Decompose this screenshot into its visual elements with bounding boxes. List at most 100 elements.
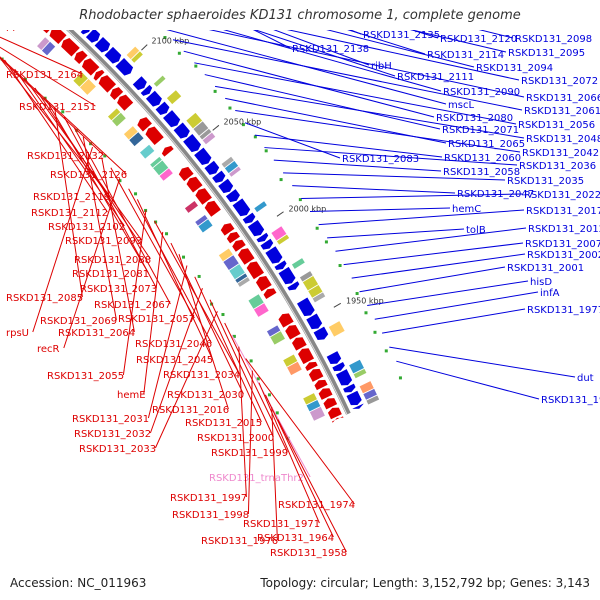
gene-arrow-plus — [104, 46, 122, 64]
label-leader-plus — [301, 193, 523, 200]
gene-label-plus: RSKD131_2002 — [527, 250, 600, 261]
gene-label-plus: RSKD131_2138 — [292, 44, 369, 55]
cog-band-minus — [287, 361, 302, 376]
label-leader-plus — [204, 74, 441, 130]
gene-label-minus: RSKD131_2132 — [27, 151, 104, 162]
feature-dot — [373, 330, 377, 334]
gene-label-minus: RSKD131_2119 — [33, 192, 110, 203]
label-leader-plus — [396, 360, 540, 400]
gene-arrow-plus — [265, 246, 283, 264]
cog-band-plus — [276, 234, 290, 245]
feature-dot — [253, 135, 257, 139]
gene-arrow-plus — [352, 403, 364, 409]
label-leader-minus — [247, 370, 253, 515]
gene-arrow-plus — [335, 369, 353, 386]
label-leader-plus — [367, 280, 529, 306]
label-leader-minus — [224, 322, 288, 453]
label-leader-plus — [351, 253, 526, 279]
feature-dot — [232, 334, 236, 338]
cog-band-plus — [271, 226, 287, 241]
label-leader-minus — [63, 178, 121, 349]
cog-band-minus — [37, 37, 50, 51]
label-leader-plus — [359, 266, 506, 293]
gene-arrow-minus — [220, 223, 235, 236]
gene-label-plus: hisD — [530, 277, 552, 288]
feature-dot — [364, 311, 368, 315]
gene-label-plus: RSKD131_2111 — [397, 72, 474, 83]
tick-mark — [276, 211, 284, 217]
cog-band-plus — [291, 258, 305, 269]
gene-arrow-plus — [326, 351, 342, 365]
gene-label-minus: RSKD131_2069 — [40, 316, 117, 327]
label-leader-plus — [292, 185, 456, 194]
cog-band-minus — [139, 144, 155, 159]
gene-arrow-plus — [232, 198, 251, 217]
tick-mark — [141, 44, 148, 51]
cog-band-minus — [107, 108, 121, 121]
cog-band-plus — [328, 321, 345, 337]
label-leader-plus — [318, 209, 525, 226]
cog-band-plus — [202, 132, 216, 145]
gene-arrow-minus — [298, 348, 315, 365]
label-leader-minus — [143, 231, 164, 395]
label-leader-plus — [382, 308, 526, 334]
cog-band-minus — [184, 201, 199, 213]
label-leader-plus — [374, 291, 539, 320]
feature-dot — [134, 192, 138, 196]
label-leader-minus — [194, 276, 262, 423]
cog-band-minus — [303, 393, 317, 405]
gene-arrow-minus — [291, 337, 307, 351]
feature-dot — [221, 313, 225, 317]
feature-dot — [275, 411, 279, 415]
gene-label-minus: RSKD131_2085 — [6, 293, 83, 304]
gene-arrow-plus — [155, 101, 170, 116]
gene-label-minus: RSKD131_2164 — [6, 70, 83, 81]
gene-arrow-minus — [145, 126, 164, 145]
label-leader-plus — [283, 172, 506, 181]
feature-dot — [165, 232, 169, 236]
label-leader-minus — [0, 57, 110, 197]
gene-arrow-minus — [246, 261, 265, 280]
feature-dot — [163, 36, 167, 40]
feature-dot — [197, 274, 201, 278]
cog-band-minus — [150, 156, 162, 168]
cog-band-plus — [224, 160, 239, 174]
label-leader-minus — [0, 36, 83, 75]
cog-band-plus — [131, 51, 143, 63]
gene-arrow-plus — [297, 297, 315, 317]
gene-label-plus: infA — [540, 288, 560, 299]
gene-label-minus: RSKD131_2064 — [58, 328, 135, 339]
gene-label-plus: RSKD131_2080 — [436, 113, 513, 124]
gene-label-minus: ppnK — [6, 21, 32, 32]
gene-arrow-plus — [94, 36, 111, 53]
gene-arrow-plus — [332, 362, 345, 372]
cog-band-plus — [359, 381, 374, 394]
label-leader-minus — [122, 210, 147, 376]
label-leader-minus — [149, 288, 203, 434]
gene-label-plus: RSKD131_2094 — [476, 63, 553, 74]
feature-dot — [324, 240, 328, 244]
gene-label-plus: RSKD131_2061 — [524, 106, 600, 117]
cog-band-minus — [237, 277, 250, 287]
cog-band-minus — [248, 294, 264, 309]
label-leader-minus — [44, 97, 149, 274]
cog-band-plus — [153, 75, 166, 87]
gene-label-minus: RSKD131_2031 — [72, 414, 149, 425]
gene-arrow-minus — [278, 313, 294, 328]
feature-dot — [130, 0, 133, 2]
cog-band-minus — [1, 6, 12, 18]
cog-band-plus — [366, 395, 380, 405]
gene-arrow-plus — [37, 0, 56, 2]
gene-label-minus: RSKD131_1976 — [201, 536, 278, 547]
feature-dot — [103, 154, 107, 158]
gene-arrow-plus — [212, 170, 226, 183]
gene-label-plus: RSKD131_2012 — [528, 224, 600, 235]
label-leader-plus — [194, 62, 517, 125]
gene-label-minus: RSKD131_2015 — [185, 418, 262, 429]
gene-arrow-plus — [306, 313, 323, 330]
gene-arrow-minus — [226, 231, 240, 244]
feature-dot — [147, 17, 150, 20]
cog-band-minus — [5, 9, 17, 22]
label-leader-minus — [209, 299, 274, 438]
gene-label-minus: rpsU — [6, 328, 29, 339]
